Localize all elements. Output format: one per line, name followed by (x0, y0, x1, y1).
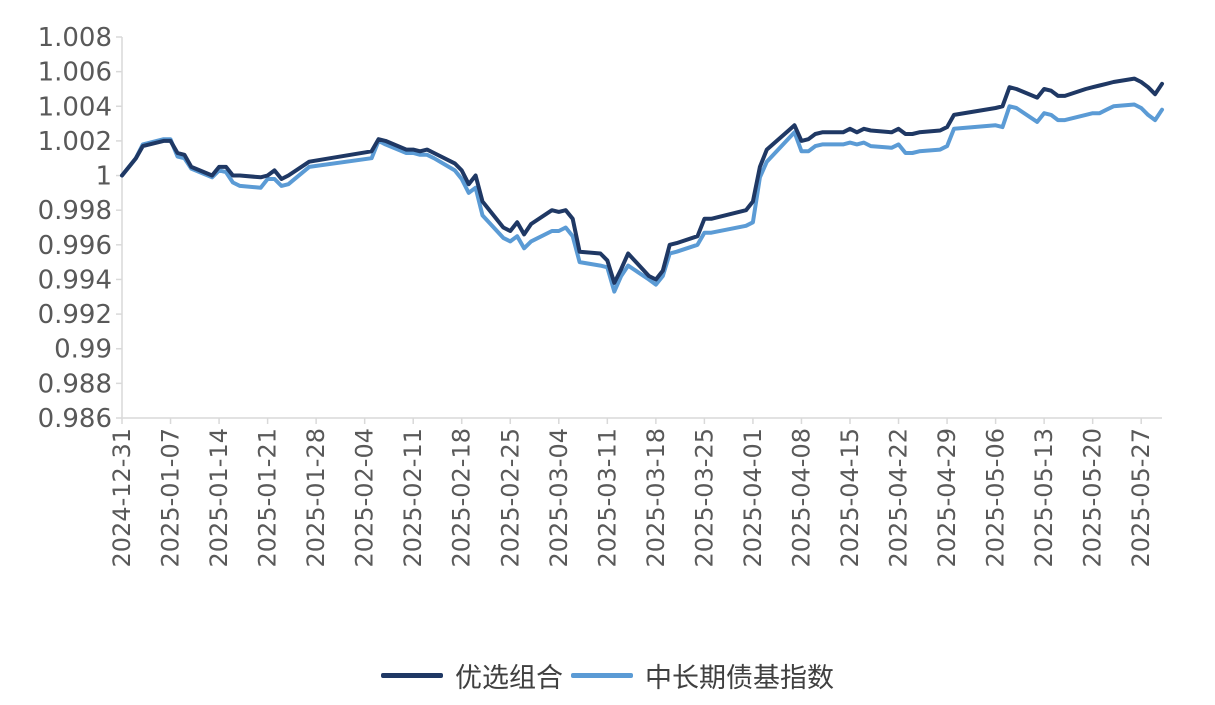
y-tick-label: 0.998 (38, 196, 112, 226)
series-layer (120, 76, 1164, 294)
legend: 优选组合 中长期债基指数 (0, 655, 1215, 695)
y-tick-label: 0.99 (54, 335, 112, 365)
x-tick-label: 2025-02-18 (448, 428, 476, 567)
x-tick-label: 2025-04-29 (933, 428, 961, 567)
x-tick-label: 2025-05-06 (982, 428, 1010, 567)
legend-item-portfolio: 优选组合 (381, 656, 563, 695)
x-tick-label: 2025-03-18 (642, 428, 670, 567)
x-tick-label: 2025-03-04 (545, 428, 573, 567)
legend-label-portfolio: 优选组合 (455, 662, 563, 694)
x-tick-label: 2025-04-01 (739, 428, 767, 567)
legend-swatch-index (571, 672, 633, 678)
x-tick-label: 2025-01-28 (302, 428, 330, 567)
x-tick-label: 2025-02-25 (496, 428, 524, 567)
x-axis: 2024-12-31 2025-01-07 2025-01-14 2025-01-21… (108, 417, 1162, 567)
y-tick-label: 0.986 (38, 404, 112, 434)
x-tick-label: 2025-01-07 (157, 428, 185, 567)
legend-label-index: 中长期债基指数 (645, 662, 834, 694)
y-tick-label: 1 (95, 162, 112, 192)
x-tick-label: 2025-02-11 (399, 428, 427, 567)
series-line-1 (120, 102, 1164, 294)
y-tick-label: 1.004 (38, 92, 112, 122)
y-tick-label: 0.988 (38, 369, 112, 399)
x-tick-label: 2025-03-11 (593, 428, 621, 567)
y-axis: 0.986 0.988 0.99 0.992 0.994 0.996 0.998 1 1.002… (38, 23, 123, 434)
legend-item-index: 中长期债基指数 (571, 656, 834, 695)
x-tick-label: 2025-03-25 (690, 428, 718, 567)
series-line-0 (120, 76, 1164, 285)
y-tick-label: 0.994 (38, 265, 112, 295)
x-tick-label: 2025-01-14 (205, 428, 233, 567)
x-tick-label: 2025-05-20 (1079, 428, 1107, 567)
x-tick-label: 2025-05-13 (1030, 428, 1058, 567)
y-tick-label: 1.006 (38, 58, 112, 88)
legend-swatch-portfolio (381, 672, 443, 678)
x-tick-label: 2025-04-15 (836, 428, 864, 567)
y-tick-label: 0.996 (38, 231, 112, 261)
x-tick-label: 2025-04-08 (787, 428, 815, 567)
x-tick-label: 2025-05-27 (1127, 428, 1155, 567)
y-tick-label: 1.008 (38, 23, 112, 53)
x-tick-label: 2025-02-04 (351, 428, 379, 567)
y-tick-label: 0.992 (38, 300, 112, 330)
x-tick-label: 2025-01-21 (254, 428, 282, 567)
y-tick-label: 1.002 (38, 127, 112, 157)
x-tick-label: 2025-04-22 (885, 428, 913, 567)
x-tick-label: 2024-12-31 (108, 428, 136, 567)
